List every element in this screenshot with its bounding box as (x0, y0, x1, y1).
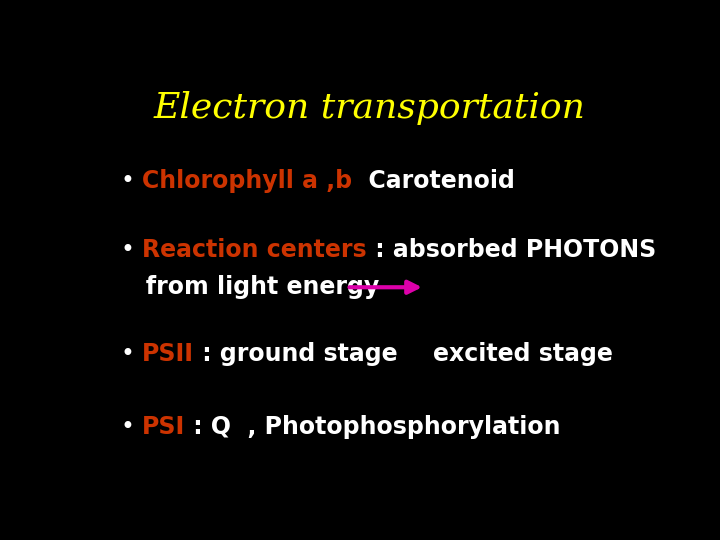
Text: •: • (121, 415, 142, 438)
Text: : absorbed PHOTONS: : absorbed PHOTONS (366, 238, 656, 262)
Text: from light energy: from light energy (121, 275, 379, 299)
Text: •: • (121, 238, 142, 262)
Text: PSII: PSII (142, 342, 194, 366)
Text: excited stage: excited stage (433, 342, 613, 366)
Text: Chlorophyll a ,b: Chlorophyll a ,b (142, 169, 352, 193)
Text: : ground stage: : ground stage (194, 342, 397, 366)
Text: •: • (121, 342, 142, 366)
Text: : Q  , Photophosphorylation: : Q , Photophosphorylation (185, 415, 561, 438)
Text: Carotenoid: Carotenoid (352, 169, 515, 193)
Text: •: • (121, 169, 142, 193)
Text: PSI: PSI (142, 415, 185, 438)
Text: Electron transportation: Electron transportation (153, 91, 585, 125)
Text: Reaction centers: Reaction centers (142, 238, 366, 262)
